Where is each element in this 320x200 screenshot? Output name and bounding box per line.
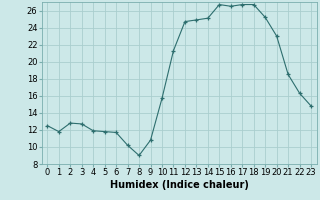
X-axis label: Humidex (Indice chaleur): Humidex (Indice chaleur) bbox=[110, 180, 249, 190]
